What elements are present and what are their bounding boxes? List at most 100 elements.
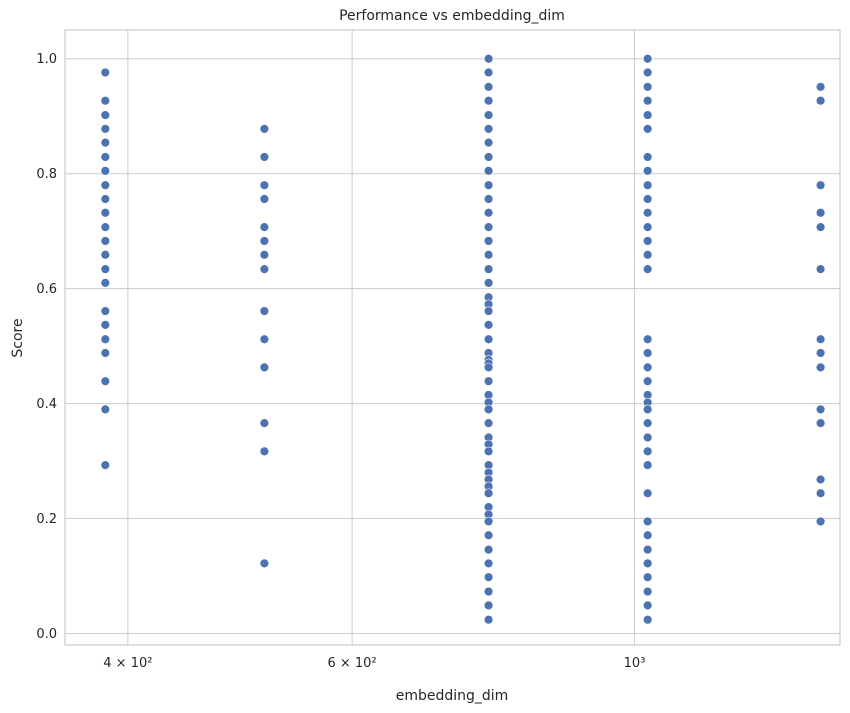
scatter-point [100,222,111,232]
scatter-point [483,362,494,373]
scatter-point [483,376,494,386]
scatter-point [483,488,494,498]
scatter-point [259,124,270,134]
scatter-point [483,250,494,260]
y-tick-label: 0.0 [36,627,57,642]
scatter-point [259,250,270,260]
scatter-point [259,152,270,162]
chart-title: Performance vs embedding_dim [339,8,565,24]
scatter-point [483,194,494,204]
scatter-point [642,586,653,597]
scatter-point [483,572,494,582]
scatter-point [642,488,653,498]
scatter-point [642,362,653,373]
scatter-point [259,362,270,373]
scatter-point [642,446,653,457]
scatter-point [815,95,826,106]
scatter-point [642,376,653,386]
scatter-point [642,82,653,92]
scatter-point [259,236,270,246]
scatter-point [483,67,494,78]
scatter-point [642,615,653,625]
scatter-point [642,334,653,344]
scatter-point [642,460,653,470]
x-tick-label: 10³ [624,656,646,671]
scatter-point [483,320,494,330]
scatter-point [642,530,653,540]
y-tick-label: 0.2 [36,512,57,527]
scatter-point [642,418,653,428]
scatter-point [815,362,826,373]
scatter-point [642,558,653,569]
scatter-point [259,306,270,316]
scatter-point [483,95,494,106]
scatter-point [642,544,653,555]
scatter-point [815,180,826,190]
scatter-point [100,152,111,162]
scatter-point [100,334,111,344]
scatter-point [815,404,826,415]
scatter-point [483,586,494,597]
scatter-point [100,404,111,415]
plot-frame [64,29,841,646]
scatter-point [483,137,494,148]
scatter-point [483,264,494,274]
scatter-point [483,615,494,625]
scatter-point [815,488,826,498]
scatter-point [259,418,270,428]
scatter-point [642,432,653,443]
scatter-point [100,208,111,218]
scatter-point [642,250,653,260]
scatter-point [815,418,826,428]
scatter-point [642,264,653,274]
scatter-point [259,180,270,190]
scatter-point [100,250,111,260]
x-tick-labels: 4 × 10² 6 × 10² 10³ [103,656,645,671]
scatter-point [815,348,826,358]
scatter-point [483,166,494,176]
scatter-point [259,222,270,232]
x-tick-label: 6 × 10² [327,656,376,671]
scatter-point [815,222,826,232]
scatter-point [483,558,494,569]
scatter-point [100,95,111,106]
scatter-point [483,236,494,246]
scatter-point [100,460,111,470]
data-points [100,54,826,625]
scatter-point [642,95,653,106]
scatter-point [259,194,270,204]
y-tick-label: 1.0 [36,52,57,67]
scatter-point [100,264,111,274]
scatter-point [642,152,653,162]
scatter-point [483,446,494,457]
scatter-point [483,124,494,134]
scatter-point [483,208,494,218]
scatter-point [642,180,653,190]
scatter-point [642,572,653,582]
scatter-point [100,194,111,204]
scatter-point [642,404,653,415]
scatter-point [100,124,111,134]
scatter-point [815,474,826,485]
y-tick-label: 0.6 [36,282,57,297]
scatter-point [100,110,111,120]
scatter-point [642,67,653,78]
scatter-point [100,376,111,386]
scatter-point [100,278,111,288]
scatter-point [483,516,494,527]
grid [65,30,840,645]
scatter-point [100,166,111,176]
scatter-point [483,418,494,428]
scatter-point [642,516,653,527]
scatter-point [815,516,826,527]
y-tick-label: 0.8 [36,167,57,182]
scatter-point [483,404,494,415]
scatter-point [483,306,494,316]
scatter-point [483,600,494,611]
scatter-point [100,320,111,330]
scatter-point [483,54,494,64]
scatter-point [642,110,653,120]
scatter-point [642,348,653,358]
scatter-point [642,222,653,232]
